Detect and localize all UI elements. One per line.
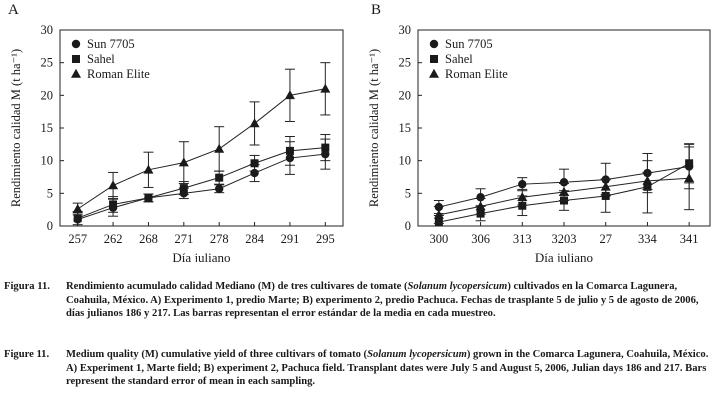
panel-a-series-sahel-point: [250, 159, 259, 168]
panel-a-panel-label: A: [8, 2, 19, 18]
panel-b-x-axis-label: Día juliano: [535, 250, 593, 262]
panel-a-series-roman-elite-point: [214, 143, 225, 153]
panel-a-series-sahel-point: [215, 173, 224, 182]
panel-a-y-tick-label: 25: [41, 56, 54, 70]
panel-b-legend-marker: [429, 39, 439, 49]
panel-a-y-tick-label: 5: [47, 186, 53, 200]
panel-a-series-roman-elite-point: [108, 180, 119, 190]
panel-b-x-tick-label: 27: [599, 232, 612, 246]
panel-a-series-sahel-line: [77, 147, 326, 219]
panel-b-series-sun-7705-point: [559, 178, 569, 187]
panel-b-y-tick-label: 10: [399, 154, 412, 168]
panel-a-x-tick-label: 295: [316, 232, 335, 246]
panel-b-series-roman-elite-point: [600, 181, 611, 191]
panel-a-series-roman-elite-point: [143, 164, 154, 174]
panel-b-y-tick-label: 15: [399, 121, 412, 135]
panel-b-y-tick-label: 5: [405, 186, 411, 200]
panel-a-series-sahel-point: [179, 184, 188, 193]
panel-a-series-sahel: [72, 134, 331, 226]
panel-b-series-roman-elite-point: [433, 209, 444, 219]
panel-a-series-roman-elite-point: [284, 90, 295, 100]
chart-figure: 0 5 10 15 20 25 30 257 262 268 271 278 284 291 295 Día …: [8, 2, 711, 262]
panel-b-y-tick-label: 25: [399, 56, 412, 70]
panel-b-y-tick-label: 0: [405, 219, 411, 233]
panel-b-chart: 0 5 10 15 20 25 30 300 306 313 3203 27 334 341 Día jul…: [367, 2, 711, 262]
panel-a-x-tick-label: 291: [281, 232, 300, 246]
panel-a-y-tick-label: 20: [41, 88, 54, 102]
panel-b-y-tick-label: 30: [399, 23, 412, 37]
panel-a-series-sahel-point: [285, 146, 294, 155]
panel-a-legend-label: Sun 7705: [87, 37, 135, 51]
panel-a-series-roman-elite-point: [249, 118, 260, 128]
panel-a-series-sahel-point: [73, 214, 82, 223]
panel-a-y-tick-label: 10: [41, 154, 54, 168]
panel-a-y-tick-label: 30: [41, 23, 54, 37]
panel-a-legend-label: Sahel: [87, 52, 115, 66]
panel-a-series-roman-elite-point: [72, 203, 83, 213]
caption-english-text: Medium quality (M) cumulative yield of t…: [66, 349, 709, 388]
panel-a-series-roman-elite-point: [178, 157, 189, 167]
panel-a-series-sahel-point: [109, 200, 118, 209]
panel-b-series-sahel-point: [601, 191, 610, 200]
panel-b-x-tick-label: 300: [429, 232, 448, 246]
panel-b-series-roman-elite-point: [517, 192, 528, 202]
panel-b-series-sun-7705-point: [518, 179, 527, 189]
panel-b-series-sahel-point: [518, 201, 527, 210]
panel-b-x-tick-label: 3203: [552, 232, 577, 246]
panel-a-x-tick-label: 278: [210, 232, 229, 246]
panel-b-legend-marker: [429, 68, 439, 78]
panel-a-x-axis-label: Día juliano: [172, 250, 230, 262]
panel-b-x-tick-label: 306: [471, 232, 490, 246]
panel-a-x-tick-label: 257: [68, 232, 87, 246]
panel-a-x-tick-label: 262: [104, 232, 123, 246]
panel-a-y-tick-label: 15: [41, 121, 54, 135]
panel-a-series-sun-7705-line: [77, 153, 326, 220]
caption-spanish-label: Figura 11.: [4, 281, 50, 292]
panel-a-series-sun-7705-point: [214, 184, 224, 193]
panel-a-y-tick-label: 0: [47, 219, 53, 233]
panel-a-chart: 0 5 10 15 20 25 30 257 262 268 271 278 284 291 295 Día …: [8, 2, 344, 262]
panel-a-legend-marker: [71, 68, 81, 78]
caption-spanish: Figura 11. Rendimiento acumulado calidad…: [4, 280, 716, 321]
panel-a-x-tick-label: 284: [245, 232, 265, 246]
panel-a-legend-marker: [72, 55, 80, 63]
panel-b-legend-label: Roman Elite: [445, 67, 508, 81]
panel-b-series-roman-elite: [433, 146, 695, 224]
panel-b-series-roman-elite-point: [559, 186, 569, 196]
panel-a-y-axis-label: Rendimiento calidad M (t ha⁻¹): [9, 49, 23, 207]
panel-b-x-tick-label: 341: [680, 232, 699, 246]
panel-b-x-tick-label: 334: [638, 232, 658, 246]
panel-b-series-sun-7705-point: [476, 193, 485, 202]
panel-b-legend-label: Sun 7705: [445, 37, 493, 51]
panel-a-series-sahel-point: [321, 143, 330, 152]
panel-b-legend-label: Sahel: [445, 52, 473, 66]
panel-b-legend-marker: [430, 55, 438, 63]
panel-a-legend-marker: [71, 39, 81, 49]
panel-a-series-roman-elite: [72, 62, 331, 216]
panel-a-series-sahel-point: [144, 193, 153, 202]
panel-a-x-tick-label: 271: [174, 232, 193, 246]
panel-a-series-roman-elite-line: [77, 88, 326, 210]
panel-b-y-axis-label: Rendimiento calidad M (t ha⁻¹): [367, 49, 381, 207]
panel-b-panel-label: B: [371, 2, 381, 18]
panel-b-series-roman-elite-point: [475, 201, 486, 211]
panel-a-x-tick-label: 268: [139, 232, 158, 246]
panel-b-x-tick-label: 313: [513, 232, 532, 246]
panel-b-series-roman-elite-point: [642, 175, 653, 185]
caption-english: Figure 11. Medium quality (M) cumulative…: [4, 348, 716, 389]
caption-english-label: Figure 11.: [4, 349, 50, 360]
caption-spanish-text: Rendimiento acumulado calidad Mediano (M…: [66, 281, 699, 320]
panel-b-series-roman-elite-point: [684, 173, 695, 183]
panel-a-series-roman-elite-point: [320, 83, 331, 93]
panel-b-y-tick-label: 20: [399, 88, 412, 102]
panel-a-legend-label: Roman Elite: [87, 67, 150, 81]
